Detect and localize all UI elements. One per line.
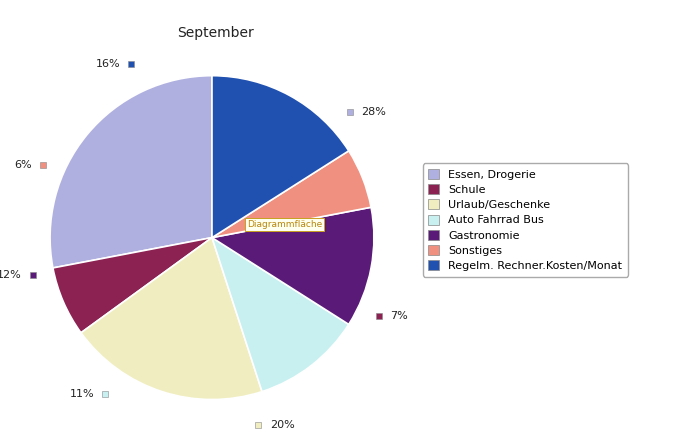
Text: 20%: 20%: [270, 421, 295, 430]
Text: September: September: [177, 26, 254, 40]
Text: Diagrammfläche: Diagrammfläche: [247, 220, 322, 229]
Wedge shape: [212, 207, 374, 324]
Text: 12%: 12%: [0, 270, 21, 279]
Text: 6%: 6%: [14, 160, 32, 170]
Wedge shape: [212, 76, 349, 238]
Wedge shape: [212, 151, 371, 238]
Wedge shape: [212, 238, 349, 392]
Text: 16%: 16%: [96, 59, 120, 70]
Text: 11%: 11%: [69, 389, 94, 399]
Wedge shape: [53, 238, 212, 333]
Legend: Essen, Drogerie, Schule, Urlaub/Geschenke, Auto Fahrrad Bus, Gastronomie, Sonsti: Essen, Drogerie, Schule, Urlaub/Geschenk…: [423, 163, 628, 277]
Text: 28%: 28%: [361, 106, 386, 117]
Text: 7%: 7%: [390, 311, 408, 321]
Wedge shape: [50, 76, 212, 268]
Wedge shape: [81, 238, 262, 400]
